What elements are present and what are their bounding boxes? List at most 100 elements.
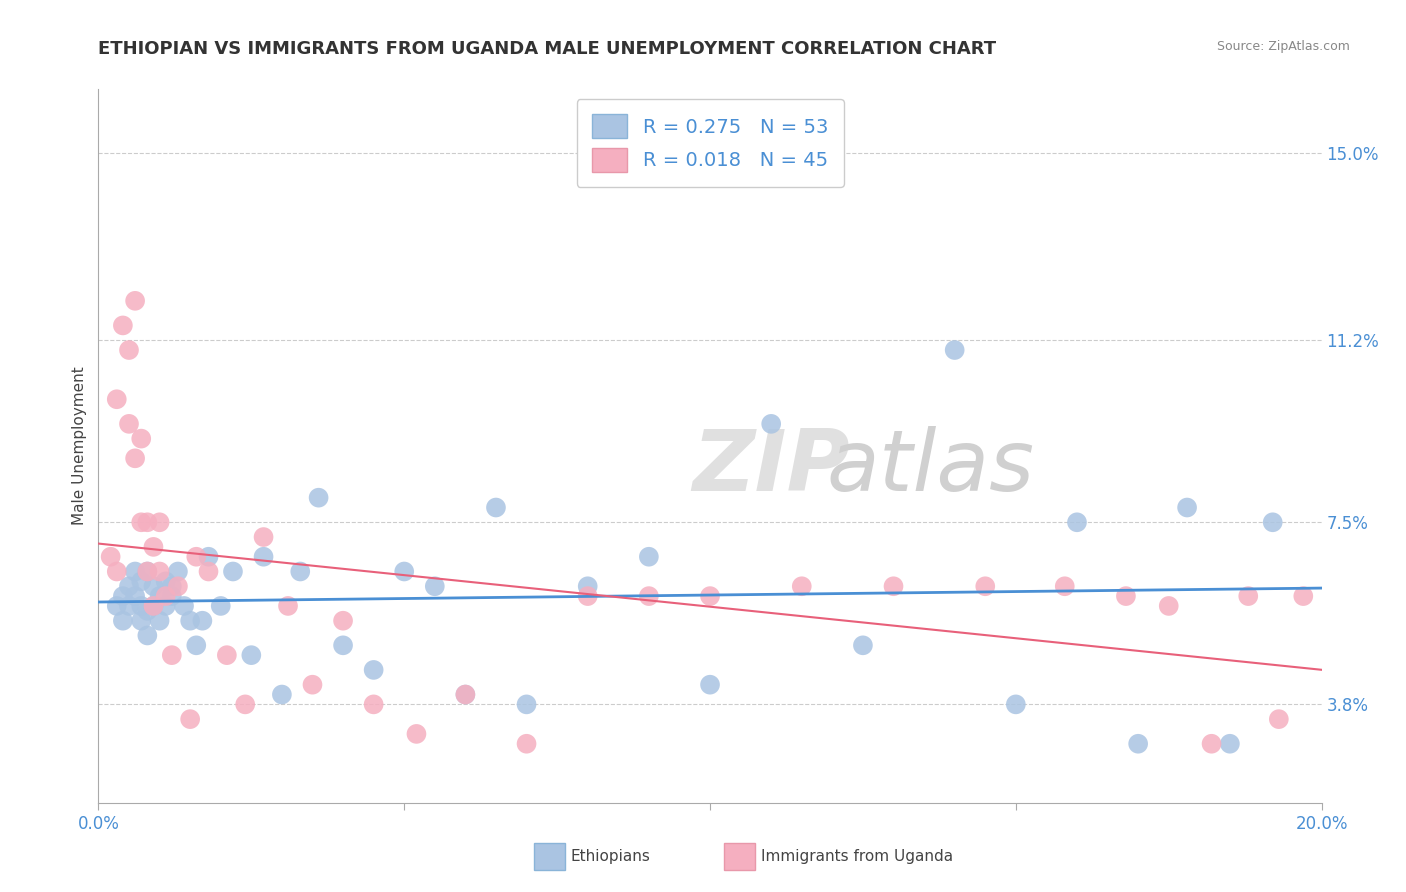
Point bbox=[1219, 737, 1241, 751]
Point bbox=[129, 574, 152, 589]
Y-axis label: Male Unemployment: Male Unemployment bbox=[72, 367, 87, 525]
Point bbox=[111, 589, 134, 603]
Point bbox=[290, 565, 312, 579]
Point bbox=[118, 417, 141, 431]
Point bbox=[186, 638, 208, 652]
Point bbox=[173, 599, 195, 613]
Point bbox=[277, 599, 299, 613]
Point bbox=[1261, 516, 1284, 530]
Point bbox=[149, 614, 172, 628]
Point bbox=[149, 589, 172, 603]
Point bbox=[576, 579, 599, 593]
Point bbox=[149, 565, 172, 579]
Point bbox=[160, 589, 183, 603]
Point bbox=[308, 491, 330, 505]
Point bbox=[129, 432, 152, 446]
Point bbox=[454, 688, 477, 702]
Point bbox=[1157, 599, 1180, 613]
Point bbox=[155, 589, 177, 603]
Point bbox=[100, 549, 122, 564]
Point bbox=[790, 579, 813, 593]
Text: Immigrants from Uganda: Immigrants from Uganda bbox=[761, 849, 953, 863]
Point bbox=[405, 727, 427, 741]
Point bbox=[111, 318, 134, 333]
Point bbox=[1066, 516, 1088, 530]
Point bbox=[129, 614, 152, 628]
Point bbox=[124, 451, 146, 466]
Point bbox=[1292, 589, 1315, 603]
Point bbox=[136, 565, 159, 579]
Point bbox=[197, 549, 219, 564]
Point bbox=[852, 638, 875, 652]
Point bbox=[1201, 737, 1223, 751]
Point bbox=[363, 698, 385, 712]
Text: Source: ZipAtlas.com: Source: ZipAtlas.com bbox=[1216, 40, 1350, 54]
Point bbox=[423, 579, 446, 593]
Point bbox=[485, 500, 508, 515]
Point bbox=[637, 549, 661, 564]
Point bbox=[118, 599, 141, 613]
Point bbox=[179, 614, 201, 628]
Point bbox=[637, 589, 661, 603]
Legend: R = 0.275   N = 53, R = 0.018   N = 45: R = 0.275 N = 53, R = 0.018 N = 45 bbox=[576, 99, 844, 187]
Point bbox=[167, 579, 190, 593]
Point bbox=[191, 614, 214, 628]
Point bbox=[136, 604, 159, 618]
Point bbox=[1004, 698, 1026, 712]
Point bbox=[233, 698, 256, 712]
Text: Ethiopians: Ethiopians bbox=[571, 849, 651, 863]
Point bbox=[149, 516, 172, 530]
Point bbox=[1175, 500, 1198, 515]
Point bbox=[209, 599, 232, 613]
Text: ZIP: ZIP bbox=[692, 425, 851, 509]
Point bbox=[332, 614, 354, 628]
Point bbox=[179, 712, 201, 726]
Point bbox=[301, 678, 323, 692]
Point bbox=[1237, 589, 1260, 603]
Point bbox=[883, 579, 905, 593]
Point bbox=[215, 648, 238, 662]
Point bbox=[129, 599, 152, 613]
Point bbox=[454, 688, 477, 702]
Point bbox=[943, 343, 966, 357]
Point bbox=[160, 579, 183, 593]
Point bbox=[197, 565, 219, 579]
Point bbox=[142, 540, 165, 554]
Point bbox=[160, 648, 183, 662]
Point bbox=[142, 599, 165, 613]
Point bbox=[516, 698, 538, 712]
Point bbox=[136, 628, 159, 642]
Point bbox=[270, 688, 292, 702]
Point bbox=[111, 614, 134, 628]
Point bbox=[105, 392, 128, 407]
Text: atlas: atlas bbox=[827, 425, 1035, 509]
Point bbox=[155, 574, 177, 589]
Point bbox=[576, 589, 599, 603]
Point bbox=[142, 599, 165, 613]
Point bbox=[516, 737, 538, 751]
Point bbox=[124, 293, 146, 308]
Point bbox=[186, 549, 208, 564]
Point bbox=[1053, 579, 1076, 593]
Point bbox=[105, 599, 128, 613]
Point bbox=[699, 678, 721, 692]
Point bbox=[222, 565, 245, 579]
Point bbox=[118, 343, 141, 357]
Point bbox=[974, 579, 997, 593]
Point bbox=[1268, 712, 1291, 726]
Point bbox=[124, 589, 146, 603]
Point bbox=[136, 516, 159, 530]
Point bbox=[363, 663, 385, 677]
Point bbox=[1128, 737, 1150, 751]
Point bbox=[392, 565, 416, 579]
Point bbox=[699, 589, 721, 603]
Point bbox=[155, 599, 177, 613]
Point bbox=[1115, 589, 1137, 603]
Point bbox=[136, 565, 159, 579]
Point bbox=[759, 417, 782, 431]
Point bbox=[252, 530, 274, 544]
Point bbox=[252, 549, 274, 564]
Point bbox=[129, 516, 152, 530]
Point bbox=[240, 648, 263, 662]
Text: ETHIOPIAN VS IMMIGRANTS FROM UGANDA MALE UNEMPLOYMENT CORRELATION CHART: ETHIOPIAN VS IMMIGRANTS FROM UGANDA MALE… bbox=[98, 40, 997, 58]
